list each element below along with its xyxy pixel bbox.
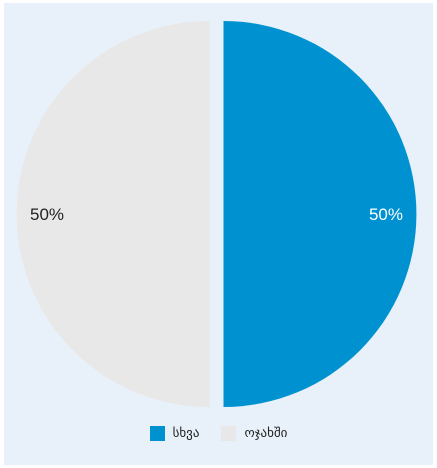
legend-swatch-other: [149, 426, 165, 441]
legend-label-family: ოჯახში: [244, 426, 288, 441]
legend-item-family[interactable]: ოჯახში: [221, 426, 287, 441]
legend-label-other: სხვა: [172, 426, 200, 441]
pie-slice-0[interactable]: [223, 21, 417, 407]
legend: სხვა ოჯახში: [4, 426, 433, 441]
chart-panel: 50% 50% სხვა ოჯახში: [4, 3, 433, 465]
pie-chart: 50% 50%: [16, 21, 417, 407]
pie-slice-1[interactable]: [16, 21, 210, 407]
slice-value-label-0: 50%: [369, 205, 403, 224]
legend-swatch-family: [221, 426, 237, 441]
slice-value-label-1: 50%: [30, 205, 64, 224]
legend-item-other[interactable]: სხვა: [149, 426, 200, 441]
